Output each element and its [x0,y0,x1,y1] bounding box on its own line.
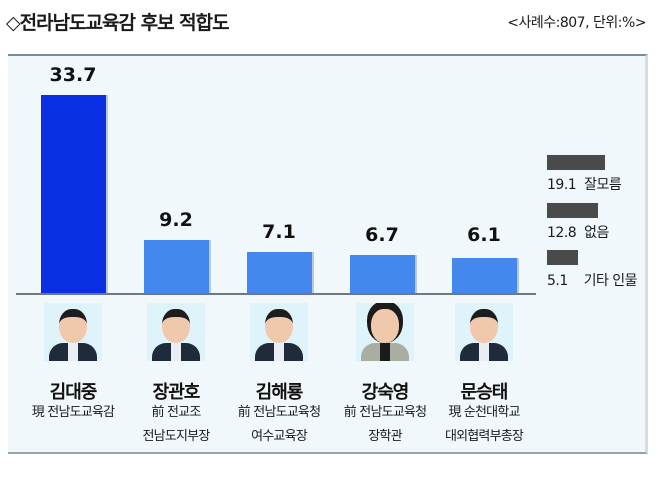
legend-label-unknown: 19.1 잘모름 [547,177,622,193]
bar-value-3: 7.1 [262,221,296,243]
legend-bar-unknown [547,155,605,170]
bar-5 [452,258,517,293]
candidate-desc-1a: 現 전남도교육감 [31,405,115,420]
baseline [16,293,536,295]
candidate-photo-3 [250,303,308,361]
bar-1 [41,95,106,293]
candidate-desc-4b: 장학관 [368,429,402,444]
candidate-desc-5b: 대외협력부총장 [444,429,524,444]
candidate-photo-4 [356,303,414,361]
candidate-desc-4a: 前 전남도교육청 [343,405,427,420]
candidate-name-3: 김해룡 [255,382,304,403]
candidate-name-5: 문승태 [460,382,509,403]
bar-value-2: 9.2 [159,209,193,231]
chart-title: ◇전라남도교육감 후보 적합도 [6,12,230,34]
chart-panel [8,54,648,454]
candidate-desc-5a: 現 순천대학교 [448,405,520,420]
candidate-desc-2b: 전남도지부장 [142,429,211,444]
legend-bar-other [547,250,578,265]
candidate-desc-3a: 前 전남도교육청 [237,405,321,420]
candidate-name-2: 장관호 [152,382,201,403]
bar-2 [144,240,209,293]
legend-bar-none [547,203,598,218]
legend-label-none: 12.8 없음 [547,225,609,241]
candidate-name-1: 김대중 [49,382,98,403]
candidate-photo-5 [455,303,513,361]
sample-info: <사례수:807, 단위:%> [507,15,646,31]
bar-value-4: 6.7 [365,224,399,246]
candidate-name-4: 강숙영 [361,382,410,403]
bar-value-1: 33.7 [49,64,97,86]
bar-3 [247,252,312,293]
candidate-photo-2 [147,303,205,361]
candidate-desc-2a: 前 전교조 [151,405,201,420]
candidate-desc-3b: 여수교육장 [251,429,308,444]
legend-label-other: 5.1 기타 인물 [547,273,638,289]
candidate-photo-1 [44,303,102,361]
bar-value-5: 6.1 [467,224,501,246]
bar-4 [350,255,415,293]
